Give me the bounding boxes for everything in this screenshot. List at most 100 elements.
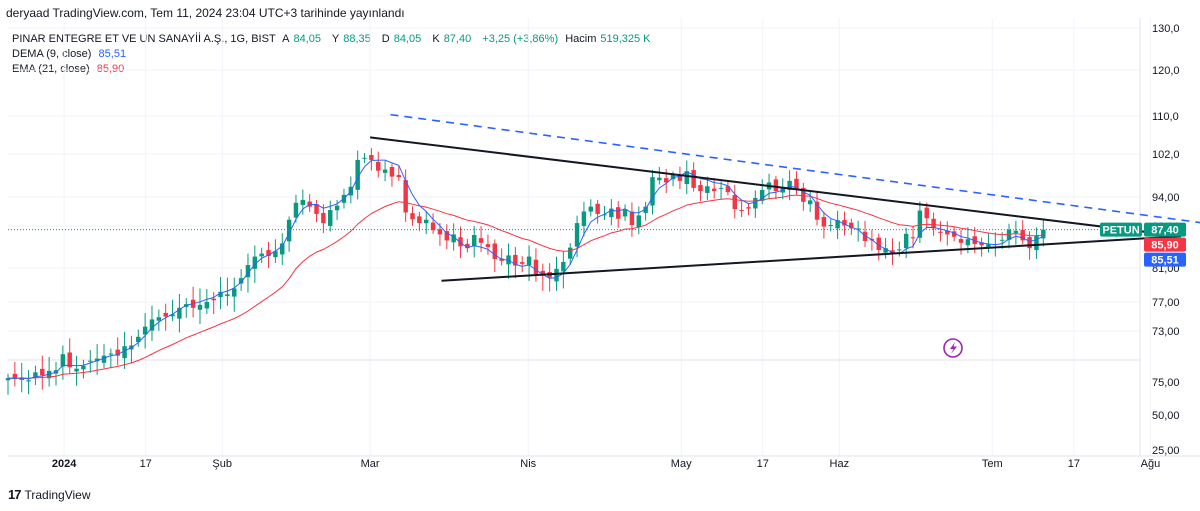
candle-body [382,169,388,173]
candle-body [376,161,381,171]
candle-body [663,178,669,183]
volume-value: 519,325 K [600,33,651,45]
time-tick-label: Mar [361,458,380,470]
candle-body [33,372,38,379]
dema-legend-row[interactable]: DEMA (9, close) 85,51 [12,47,659,62]
candle-body [122,346,127,359]
price-axis: 130,0120,0110,0102,094,0088,0081,0077,00… [1152,23,1180,338]
candle-body [307,201,312,207]
time-tick-label: May [671,458,692,470]
candle-body [821,216,827,227]
candle-body [60,354,66,367]
candle-body [897,249,902,251]
volume-label: Hacim [565,33,597,45]
candle-body [218,291,223,297]
candle-body [513,254,518,266]
candle-body [245,265,251,278]
candle-body [458,237,463,247]
candle-body [334,205,340,211]
dema-label[interactable]: DEMA (9, close) [12,48,92,60]
volume-tick-label: 75,00 [1152,377,1180,389]
candle-body [355,159,360,190]
candle-body [622,209,628,217]
candle-body [519,262,525,264]
candle-body [650,177,655,206]
high-value: 88,35 [343,33,371,45]
publish-info: deryaad TradingView.com, Tem 11, 2024 23… [6,6,405,20]
candle-body [739,209,744,211]
candle-body [328,210,333,226]
candle-body [437,229,443,235]
candle-body [691,170,696,188]
time-tick-label: 2024 [52,458,77,470]
time-tick-label: Ağu [1141,458,1161,470]
candle-body [115,349,120,356]
candle-body [554,268,559,282]
candle-body [753,197,758,209]
ema-label[interactable]: EMA (21, close) [12,63,90,75]
candle-body [1041,229,1046,239]
candle-body [526,256,532,266]
candle-body [5,378,11,381]
candle-body [965,239,971,246]
candle-body [951,231,957,237]
candle-body [204,302,210,309]
candle-body [533,259,539,274]
ascending-trendline [441,235,1182,282]
volume-tick-label: 25,00 [1152,445,1180,457]
price-tick-label: 130,0 [1152,23,1180,35]
candle-body [972,236,977,244]
time-tick-label: Nis [520,458,536,470]
candle-body [451,234,456,243]
candle-body [759,190,765,201]
candle-body [938,231,943,233]
candle-body [862,231,868,241]
candle-body [794,178,799,191]
ema-price-tag: 85,90 [1151,240,1179,252]
symbol-row[interactable]: PINAR ENTEGRE ET VE UN SANAYİİ A.Ş., 1G,… [12,32,659,47]
low-value: 84,05 [393,33,422,45]
time-tick-label: Haz [830,458,850,470]
candle-body [403,180,408,213]
close-label: K [432,33,440,45]
symbol-name[interactable]: PINAR ENTEGRE ET VE UN SANAYİİ A.Ş., 1G,… [12,33,276,45]
candle-body [931,218,936,229]
time-tick-label: Şub [212,458,232,470]
price-tags: PETUN 87,40 85,90 85,51 [8,222,1186,267]
candle-body [1013,230,1019,234]
ema-legend-row[interactable]: EMA (21, close) 85,90 [12,62,659,77]
candle-body [615,207,621,219]
candle-body [890,250,895,253]
candle-body [705,186,710,193]
candle-body [999,239,1005,241]
low-label: D [381,33,390,45]
candle-body [286,219,292,242]
candle-body [718,187,724,189]
candle-body [828,225,833,227]
candle-body [876,237,881,250]
candle-body [136,336,141,343]
candle-body [417,216,422,224]
dashed-resistance-line [390,113,1200,224]
price-tick-label: 110,0 [1152,111,1179,123]
candle-body [924,207,929,219]
candle-body [910,237,916,239]
descending-trendline [369,136,1182,238]
candle-body [156,317,162,321]
lightning-icon[interactable] [943,338,963,358]
candle-body [177,307,182,319]
volume-axis: 75,00 50,00 25,00 [1152,377,1180,457]
candle-body [684,171,690,185]
candle-body [917,210,923,238]
candle-body [540,270,546,276]
candle-body [807,200,813,205]
open-value: 84,05 [293,33,321,45]
candle-body [1027,237,1032,249]
trendline-drawings [369,113,1200,282]
candle-body [46,370,52,379]
candle-body [225,294,230,297]
candlestick-series [5,148,1046,395]
footer-brand[interactable]: 17 TradingView [8,487,91,502]
dema-line [7,159,1044,380]
